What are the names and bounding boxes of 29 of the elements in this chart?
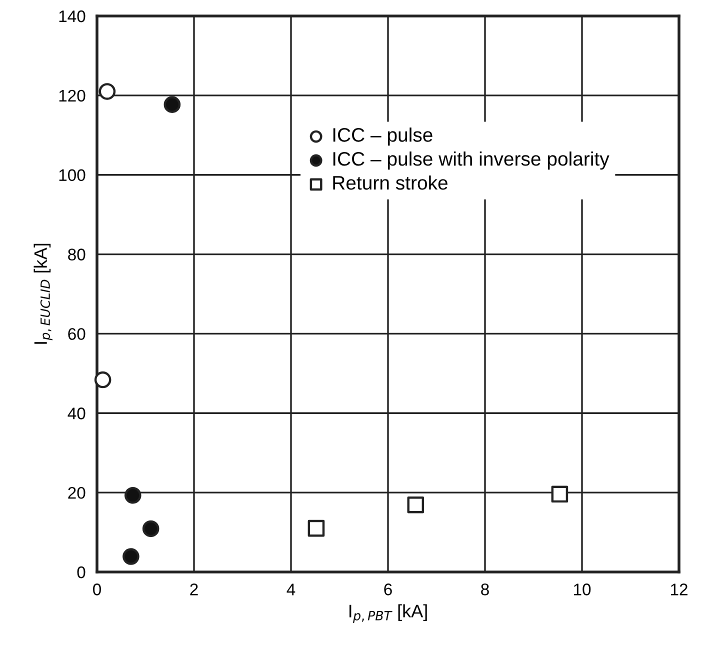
x-tick-label: 12 [671, 584, 688, 596]
point [122, 548, 140, 565]
y-tick-label: 40 [68, 408, 86, 420]
legend-label: Return stroke [333, 175, 448, 190]
x-tick-label: 0 [93, 584, 101, 596]
y-tick-label: 60 [68, 328, 86, 340]
point [142, 520, 160, 538]
point [124, 486, 142, 504]
x-tick-label: 6 [384, 584, 392, 596]
y-tick-label: 120 [59, 90, 86, 102]
point [94, 371, 112, 388]
y-tick-label: 0 [77, 566, 86, 578]
point [407, 496, 424, 514]
x-tick-label: 8 [481, 584, 489, 596]
point [308, 520, 325, 537]
y-tick-label: 80 [68, 248, 86, 260]
x-tick-label: 4 [286, 584, 296, 596]
x-tick-label: 2 [190, 584, 198, 596]
x-tick-label: 10 [574, 584, 591, 596]
y-tick-label: 20 [68, 486, 86, 499]
legend-label: ICC – pulse [333, 128, 432, 146]
point [164, 96, 181, 113]
point [551, 486, 568, 503]
point [98, 83, 116, 100]
y-axis-title: I$_{p,EUCLID}$ [kA] [34, 244, 52, 344]
y-tick-label: 140 [59, 10, 86, 22]
y-tick-label: 100 [59, 169, 86, 182]
x-axis-title: I$_{p,PBT}$ [kA] [349, 604, 427, 623]
legend-label: ICC – pulse with inverse polarity [333, 151, 610, 170]
